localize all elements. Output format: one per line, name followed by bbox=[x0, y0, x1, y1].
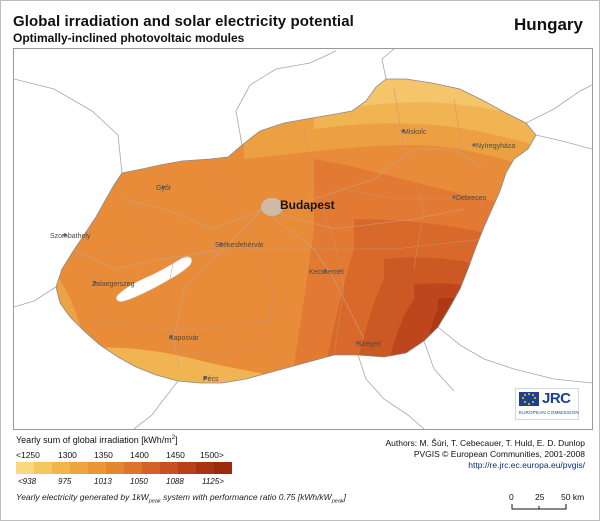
credits-url[interactable]: http://re.jrc.ec.europa.eu/pvgis/ bbox=[468, 460, 585, 470]
legend-bottom-labels: <938 975 1013 1050 1088 1125> bbox=[16, 477, 246, 489]
jrc-wordmark: JRC bbox=[542, 390, 571, 407]
jrc-logo: JRC EUROPEAN COMMISSION bbox=[515, 388, 579, 420]
roads bbox=[71, 148, 485, 370]
scale-bar: 0 25 50 km bbox=[509, 492, 591, 512]
city-label-debrecen: Debrecen bbox=[456, 195, 486, 202]
map-title: Global irradiation and solar electricity… bbox=[13, 13, 354, 30]
legend-swatch bbox=[88, 462, 106, 474]
eu-flag-icon bbox=[519, 392, 539, 406]
map-subtitle: Optimally-inclined photovoltaic modules bbox=[13, 31, 245, 45]
legend-bottom-label: 1088 bbox=[166, 477, 184, 486]
city-label-miskolc: Miskolc bbox=[403, 129, 427, 136]
capital-label: Budapest bbox=[280, 198, 335, 212]
legend-swatch bbox=[196, 462, 214, 474]
legend-bottom-label: <938 bbox=[18, 477, 37, 486]
city-dot-nyiregyhaza bbox=[472, 143, 476, 147]
legend-swatch bbox=[142, 462, 160, 474]
legend-swatch bbox=[124, 462, 142, 474]
irradiation-zones bbox=[56, 79, 536, 383]
legend-top-label: 1450 bbox=[166, 450, 185, 460]
city-dot-kaposvar bbox=[169, 335, 173, 339]
lake-balaton bbox=[116, 256, 192, 302]
country-name: Hungary bbox=[514, 15, 583, 34]
city-dot-debrecen bbox=[452, 195, 456, 199]
legend-color-bar bbox=[16, 462, 232, 474]
city-labels: Miskolc Nyíregyháza Győr Debrecen Szomba… bbox=[50, 129, 515, 383]
city-label-szekesfehervar: Székesfehérvár bbox=[215, 242, 264, 249]
neighbor-borders bbox=[14, 49, 592, 429]
legend-swatch bbox=[52, 462, 70, 474]
city-label-pecs: Pécs bbox=[203, 376, 219, 383]
city-label-szeged: Szeged bbox=[357, 341, 381, 348]
city-markers bbox=[63, 129, 476, 380]
legend-top-label: <1250 bbox=[16, 450, 40, 460]
city-dot-miskolc bbox=[401, 129, 405, 133]
budapest-area bbox=[261, 198, 283, 216]
irradiation-map: Miskolc Nyíregyháza Győr Debrecen Szomba… bbox=[13, 48, 593, 430]
credits: Authors: M. Šúri, T. Cebecauer, T. Huld,… bbox=[385, 438, 585, 471]
city-label-nyiregyhaza: Nyíregyháza bbox=[476, 143, 515, 150]
city-dot-szombathely bbox=[63, 233, 67, 237]
city-label-kaposvar: Kaposvár bbox=[169, 335, 199, 342]
legend-top-label: 1350 bbox=[94, 450, 113, 460]
credits-authors: Authors: M. Šúri, T. Cebecauer, T. Huld,… bbox=[385, 438, 585, 448]
jrc-subtitle: EUROPEAN COMMISSION bbox=[519, 410, 579, 415]
legend-swatch bbox=[178, 462, 196, 474]
legend-top-label: 1500> bbox=[200, 450, 224, 460]
scale-label-25: 25 bbox=[535, 492, 545, 502]
legend-bottom-label: 1050 bbox=[130, 477, 148, 486]
legend-top-label: 1300 bbox=[58, 450, 77, 460]
internal-borders bbox=[73, 88, 505, 356]
scale-line bbox=[511, 504, 567, 510]
legend-top-labels: <1250 1300 1350 1400 1450 1500> bbox=[16, 450, 236, 462]
city-dot-pecs bbox=[203, 376, 207, 380]
legend-bottom-label: 975 bbox=[58, 477, 72, 486]
city-dot-gyor bbox=[161, 185, 165, 189]
scale-label-50: 50 km bbox=[561, 492, 585, 502]
legend-swatch bbox=[70, 462, 88, 474]
city-dot-kecskemet bbox=[323, 269, 327, 273]
city-label-zalaegerszeg: Zalaegerszeg bbox=[92, 281, 135, 288]
legend-swatch bbox=[106, 462, 124, 474]
legend-swatch bbox=[34, 462, 52, 474]
legend-bottom-label: 1013 bbox=[94, 477, 112, 486]
legend-title: Yearly sum of global irradiation [kWh/m2… bbox=[16, 435, 178, 445]
scale-label-0: 0 bbox=[509, 492, 514, 502]
city-label-gyor: Győr bbox=[156, 185, 172, 192]
legend-swatch bbox=[16, 462, 34, 474]
city-dot-szekesfehervar bbox=[219, 242, 223, 246]
legend-bottom-label: 1125> bbox=[202, 477, 224, 486]
legend-swatch bbox=[214, 462, 232, 474]
city-label-kecskemet: Kecskemét bbox=[309, 269, 344, 276]
city-dot-szeged bbox=[355, 341, 359, 345]
credits-copyright: PVGIS © European Communities, 2001-2008 bbox=[413, 449, 585, 459]
city-label-szombathely: Szombathely bbox=[50, 233, 91, 240]
zone-base bbox=[56, 79, 536, 383]
legend-note: Yearly electricity generated by 1kWpeak … bbox=[16, 492, 347, 505]
legend-top-label: 1400 bbox=[130, 450, 149, 460]
city-dot-zalaegerszeg bbox=[93, 281, 97, 285]
legend-swatch bbox=[160, 462, 178, 474]
